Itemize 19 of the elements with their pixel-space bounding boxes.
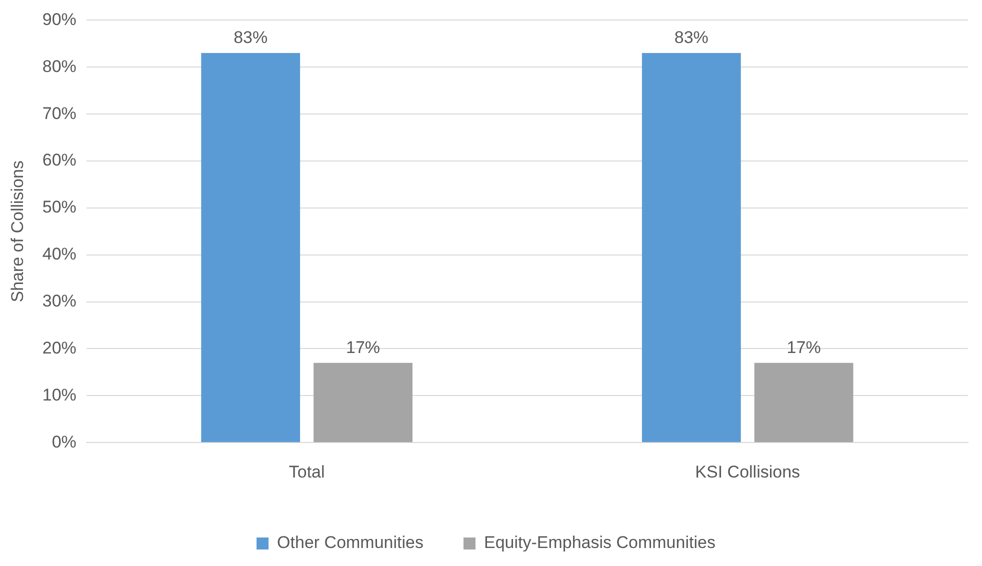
y-tick-label: 60% [42, 150, 76, 170]
y-tick-label: 50% [42, 198, 76, 217]
y-axis-title: Share of Collisions [8, 160, 27, 302]
data-label: 17% [786, 338, 821, 357]
data-label: 83% [674, 28, 708, 48]
y-tick-label: 10% [42, 385, 76, 404]
data-label: 83% [234, 28, 268, 48]
legend-label: Equity-Emphasis Communities [484, 533, 716, 552]
y-tick-label: 0% [52, 432, 76, 452]
y-tick-label: 70% [42, 104, 76, 123]
data-label: 17% [346, 338, 380, 357]
y-tick-label: 80% [42, 56, 76, 76]
y-tick-label: 90% [42, 10, 76, 29]
y-tick-label: 40% [42, 244, 76, 264]
x-tick-label: KSI Collisions [695, 462, 800, 482]
y-tick-label: 30% [42, 291, 76, 310]
legend-label: Other Communities [277, 533, 424, 552]
y-tick-label: 20% [42, 338, 76, 358]
x-tick-label: Total [288, 462, 325, 482]
